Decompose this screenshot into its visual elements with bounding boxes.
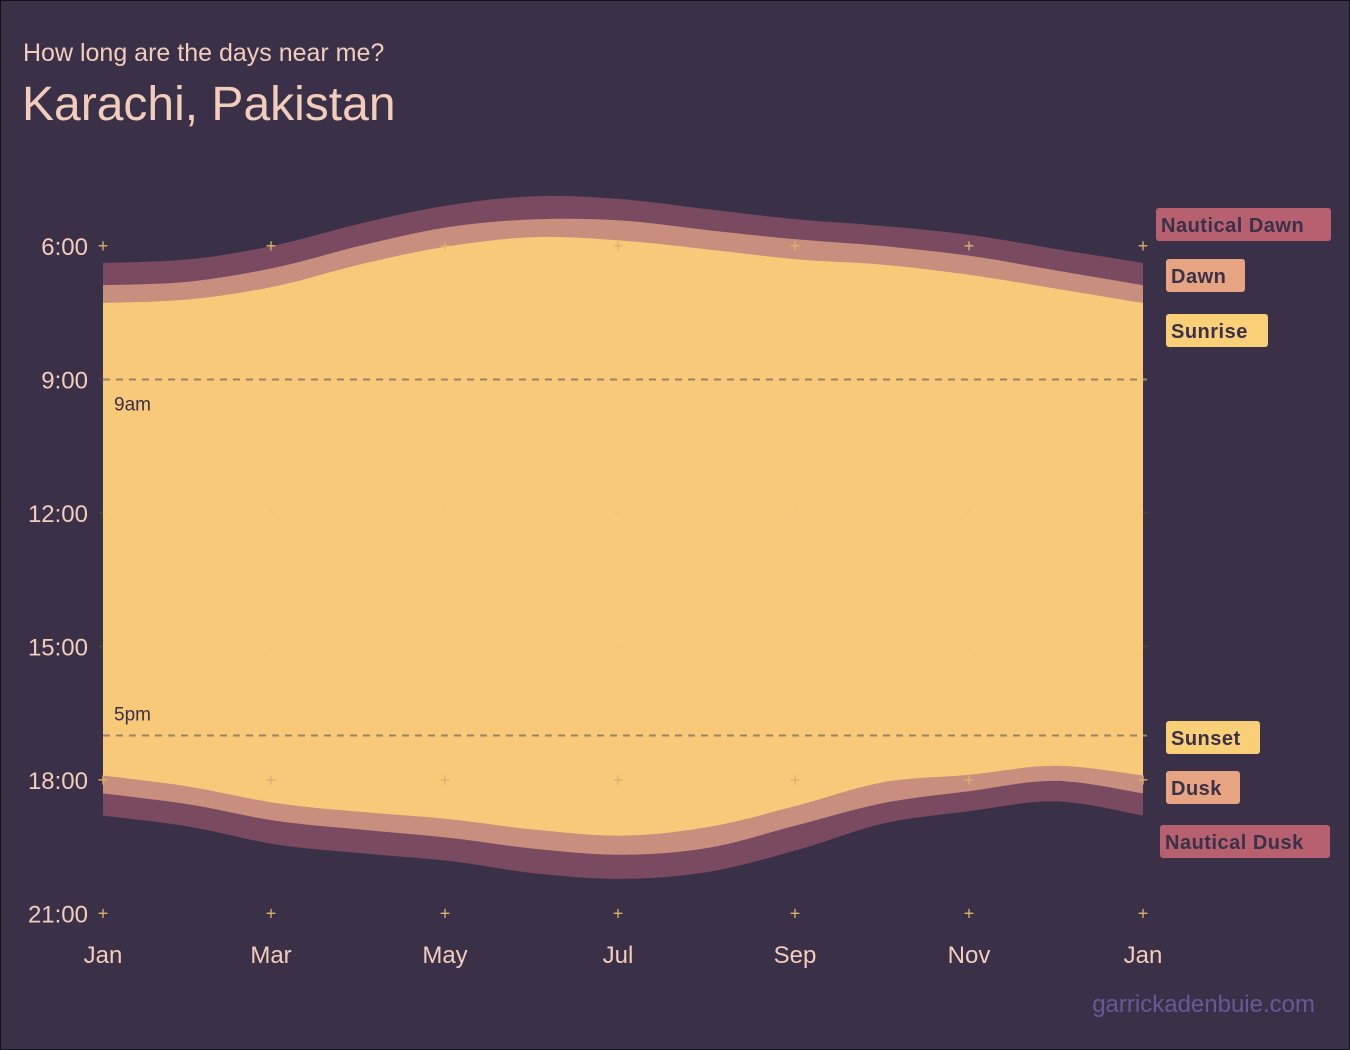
- grid-tick-mark: +: [1138, 503, 1149, 523]
- series-label-sunset: Sunset: [1166, 721, 1260, 754]
- daylight-band: [103, 236, 1143, 836]
- series-label-dawn: Dawn: [1166, 259, 1245, 292]
- grid-tick-mark: +: [266, 236, 277, 256]
- grid-tick-mark: +: [964, 370, 975, 390]
- grid-tick-mark: +: [613, 770, 624, 790]
- series-label-box: [1160, 825, 1330, 858]
- series-label-sunrise: Sunrise: [1166, 314, 1268, 347]
- grid-tick-mark: +: [440, 770, 451, 790]
- x-tick-label: Jul: [603, 942, 634, 969]
- reference-line-label: 9am: [114, 395, 151, 416]
- caption-credit: garrickadenbuie.com: [1092, 991, 1315, 1018]
- grid-tick-mark: +: [98, 637, 109, 657]
- band-layer: [103, 195, 1143, 879]
- grid-tick-mark: +: [1138, 904, 1149, 924]
- chart-subtitle: How long are the days near me?: [23, 39, 385, 67]
- series-label-box: [1166, 314, 1268, 347]
- y-tick-label: 6:00: [41, 234, 88, 261]
- grid-tick-mark: +: [266, 770, 277, 790]
- grid-tick-mark: +: [613, 370, 624, 390]
- y-tick-label: 12:00: [28, 501, 88, 528]
- grid-tick-mark: +: [1138, 637, 1149, 657]
- x-tick-label: Jan: [1124, 942, 1163, 969]
- reference-line-label: 5pm: [114, 705, 151, 726]
- grid-tick-mark: +: [98, 503, 109, 523]
- series-label-text: Sunrise: [1171, 321, 1248, 343]
- series-label-text: Nautical Dawn: [1161, 215, 1304, 237]
- grid-tick-mark: +: [266, 503, 277, 523]
- grid-tick-mark: +: [440, 370, 451, 390]
- grid-tick-mark: +: [440, 637, 451, 657]
- series-label-box: [1156, 208, 1331, 241]
- x-tick-label: Mar: [250, 942, 291, 969]
- grid-tick-mark: +: [964, 904, 975, 924]
- grid-tick-mark: +: [790, 637, 801, 657]
- grid-tick-mark: +: [790, 770, 801, 790]
- tick-layer: 6:00 + + + + + + +9:00 + + + + + + +12:00 + + + + + + +15:00 +…: [28, 234, 1162, 969]
- grid-tick-mark: +: [440, 503, 451, 523]
- grid-tick-mark: +: [964, 637, 975, 657]
- y-tick-label: 9:00: [41, 368, 88, 395]
- series-label-box: [1166, 721, 1260, 754]
- grid-tick-mark: +: [964, 236, 975, 256]
- grid-tick-mark: +: [613, 904, 624, 924]
- y-tick-label: 15:00: [28, 635, 88, 662]
- grid-tick-mark: +: [98, 370, 109, 390]
- series-label-text: Nautical Dusk: [1165, 832, 1304, 854]
- grid-tick-mark: +: [98, 770, 109, 790]
- series-label-nautical-dawn: Nautical Dawn: [1156, 208, 1331, 241]
- series-label-dusk: Dusk: [1166, 771, 1240, 804]
- series-label-text: Sunset: [1171, 728, 1241, 750]
- series-label-nautical-dusk: Nautical Dusk: [1160, 825, 1330, 858]
- grid-tick-mark: +: [790, 370, 801, 390]
- x-tick-label: Nov: [948, 942, 991, 969]
- grid-tick-mark: +: [964, 770, 975, 790]
- y-tick-label: 21:00: [28, 902, 88, 929]
- series-label-text: Dawn: [1171, 266, 1226, 288]
- grid-tick-mark: +: [98, 236, 109, 256]
- series-label-box: [1166, 259, 1245, 292]
- series-label-box: [1166, 771, 1240, 804]
- reference-line-layer: 9am 5pm: [103, 378, 1147, 737]
- grid-tick-mark: +: [790, 236, 801, 256]
- series-label-layer: Nautical Dawn Dawn Sunrise Sunset Dusk Nautic…: [1156, 208, 1331, 858]
- grid-tick-mark: +: [613, 236, 624, 256]
- chart-title: Karachi, Pakistan: [22, 78, 396, 131]
- grid-tick-mark: +: [613, 637, 624, 657]
- grid-tick-mark: +: [98, 904, 109, 924]
- grid-tick-mark: +: [1138, 236, 1149, 256]
- grid-tick-mark: +: [266, 637, 277, 657]
- grid-tick-mark: +: [440, 236, 451, 256]
- grid-tick-mark: +: [1138, 770, 1149, 790]
- y-tick-label: 18:00: [28, 768, 88, 795]
- grid-tick-mark: +: [964, 503, 975, 523]
- grid-tick-mark: +: [790, 904, 801, 924]
- x-tick-label: May: [422, 942, 467, 969]
- series-label-text: Dusk: [1171, 778, 1222, 800]
- grid-tick-mark: +: [790, 503, 801, 523]
- grid-tick-mark: +: [440, 904, 451, 924]
- grid-tick-mark: +: [266, 370, 277, 390]
- grid-tick-mark: +: [613, 503, 624, 523]
- x-tick-label: Jan: [84, 942, 123, 969]
- grid-tick-mark: +: [266, 904, 277, 924]
- x-tick-label: Sep: [774, 942, 817, 969]
- grid-tick-mark: +: [1138, 370, 1149, 390]
